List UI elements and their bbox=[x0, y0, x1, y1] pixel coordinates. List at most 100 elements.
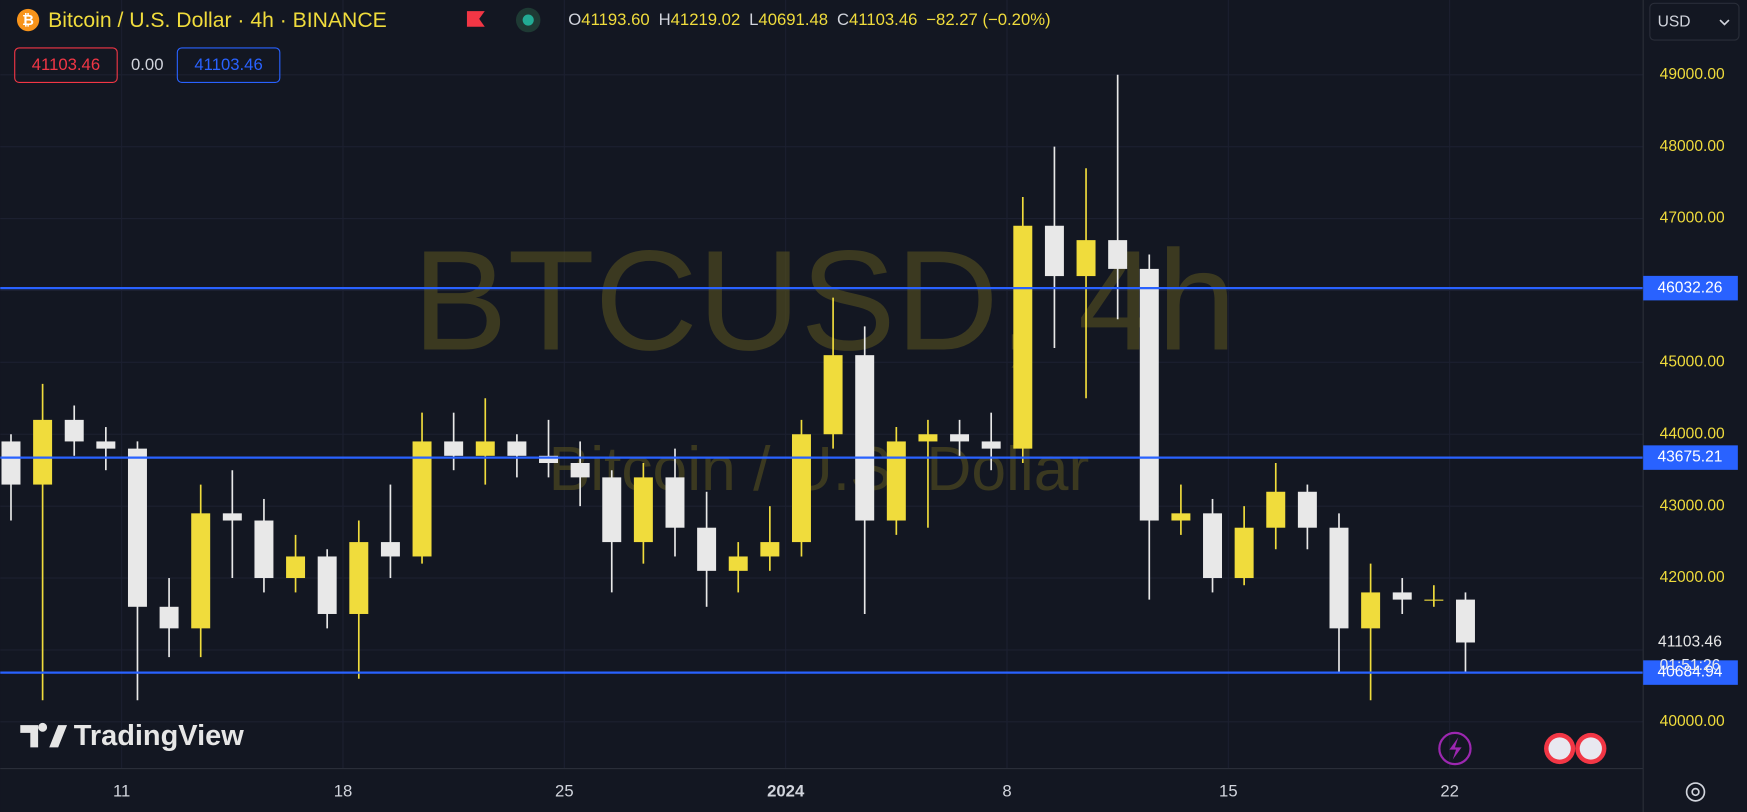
legend-key: H bbox=[659, 11, 671, 30]
x-tick-label: 18 bbox=[334, 781, 353, 800]
candle-body bbox=[665, 477, 685, 528]
candle-body bbox=[286, 556, 306, 579]
candle-body bbox=[918, 434, 938, 442]
x-tick-label: 2024 bbox=[767, 781, 805, 800]
y-tick-label: 49000.00 bbox=[1660, 66, 1725, 83]
candle-body bbox=[602, 477, 622, 543]
candle-body bbox=[1297, 491, 1317, 528]
candle-body bbox=[1203, 513, 1223, 579]
brand-name[interactable]: TradingView bbox=[74, 720, 244, 752]
price-label: 43675.21 bbox=[1657, 449, 1722, 466]
horizontal-lines bbox=[0, 287, 1644, 674]
symbol-title[interactable]: Bitcoin / U.S. Dollar · 4h · BINANCE bbox=[48, 9, 387, 32]
candle-body bbox=[633, 477, 653, 543]
candles bbox=[1, 74, 1475, 701]
spread: 0.00 bbox=[131, 55, 163, 74]
legend-key: L bbox=[749, 11, 758, 30]
y-tick-label: 43000.00 bbox=[1660, 497, 1725, 514]
y-tick-label: 47000.00 bbox=[1660, 210, 1725, 227]
ohlc-legend: O41193.60 H41219.02 L40691.48 C41103.46 −82.… bbox=[568, 11, 1050, 30]
brand-logo bbox=[20, 722, 68, 748]
watermark: BTCUSD, 4h bbox=[413, 222, 1237, 381]
candle-body bbox=[222, 513, 242, 521]
candle-body bbox=[760, 542, 780, 557]
candle-body bbox=[64, 419, 84, 442]
legend-key: O bbox=[568, 11, 581, 30]
x-tick-label: 22 bbox=[1440, 781, 1459, 800]
legend-value: 41193.60 bbox=[581, 11, 649, 30]
alert-icon[interactable] bbox=[1438, 731, 1472, 766]
legend-key: C bbox=[837, 11, 849, 30]
candle-body bbox=[444, 441, 464, 456]
last-price-label: 41103.46 bbox=[1658, 634, 1722, 651]
candle-body bbox=[475, 441, 495, 456]
price-label-bg bbox=[1643, 445, 1738, 470]
price-label: 40684.94 bbox=[1657, 664, 1722, 681]
candle-body bbox=[823, 355, 843, 435]
candle-body bbox=[1424, 599, 1444, 601]
coin-glyph: ₿ bbox=[22, 13, 34, 29]
candle-body bbox=[191, 513, 211, 629]
candle-body bbox=[1076, 240, 1096, 277]
legend-change: −82.27 (−0.20%) bbox=[926, 11, 1050, 30]
candle-body bbox=[317, 556, 337, 614]
y-tick-label: 45000.00 bbox=[1660, 353, 1725, 370]
status-dot bbox=[522, 14, 534, 26]
candle-body bbox=[791, 434, 811, 543]
y-tick-label: 40000.00 bbox=[1660, 713, 1725, 730]
settings-glyph bbox=[1691, 787, 1700, 797]
candle-body bbox=[1171, 513, 1191, 521]
candle-body bbox=[1392, 592, 1412, 600]
candle-body bbox=[380, 542, 400, 557]
dropdown-arrow bbox=[1719, 19, 1730, 26]
flag-icon[interactable] bbox=[466, 11, 485, 27]
candle-body bbox=[1139, 268, 1159, 521]
x-tick-label: 8 bbox=[1002, 781, 1011, 800]
legend-value: 41103.46 bbox=[849, 11, 917, 30]
price-label: 46032.26 bbox=[1657, 279, 1722, 296]
candle-body bbox=[697, 527, 717, 571]
y-tick-label: 44000.00 bbox=[1660, 425, 1725, 442]
event-flag bbox=[1579, 737, 1602, 760]
buy-button[interactable] bbox=[176, 47, 281, 83]
candle-body bbox=[1044, 225, 1064, 277]
candle-body bbox=[886, 441, 906, 521]
watermark-subtitle: Bitcoin / U.S. Dollar bbox=[549, 435, 1090, 504]
candle-body bbox=[1361, 592, 1381, 629]
currency: USD bbox=[1658, 13, 1691, 30]
candle-body bbox=[981, 441, 1001, 449]
candle-body bbox=[412, 441, 432, 557]
candle-body bbox=[507, 441, 527, 456]
candle-body bbox=[127, 448, 147, 607]
price-label-bg bbox=[1643, 660, 1738, 685]
candle-body bbox=[950, 434, 970, 442]
candle-body bbox=[96, 441, 116, 449]
grid bbox=[0, 0, 1644, 769]
candle-body bbox=[539, 455, 559, 464]
legend-value: 41219.02 bbox=[671, 11, 741, 30]
x-tick-label: 15 bbox=[1219, 781, 1238, 800]
candle-body bbox=[728, 556, 748, 571]
y-tick-label: 42000.00 bbox=[1660, 569, 1725, 586]
candle-body bbox=[570, 463, 590, 478]
alert-glyph bbox=[1449, 737, 1462, 760]
sell-price: 41103.46 bbox=[32, 55, 100, 74]
price-axis: 40000.00 42000.00 43000.00 44000.00 45000.00… bbox=[1643, 66, 1738, 730]
buy-price: 41103.46 bbox=[194, 55, 262, 74]
price-label-bg bbox=[1643, 275, 1738, 301]
candle-body bbox=[1266, 491, 1286, 528]
y-tick-label: 48000.00 bbox=[1660, 138, 1725, 155]
currency-select[interactable] bbox=[1649, 2, 1740, 41]
settings-icon[interactable] bbox=[1685, 782, 1706, 802]
candle-body bbox=[1234, 527, 1254, 579]
candle-body bbox=[254, 520, 274, 579]
candle-body bbox=[33, 419, 53, 485]
candle-body bbox=[349, 542, 369, 614]
event-flag bbox=[1548, 737, 1571, 760]
sell-button[interactable] bbox=[14, 47, 118, 83]
candle-body bbox=[1, 441, 21, 485]
legend-value: 40691.48 bbox=[758, 11, 828, 30]
x-tick-label: 11 bbox=[113, 781, 130, 800]
